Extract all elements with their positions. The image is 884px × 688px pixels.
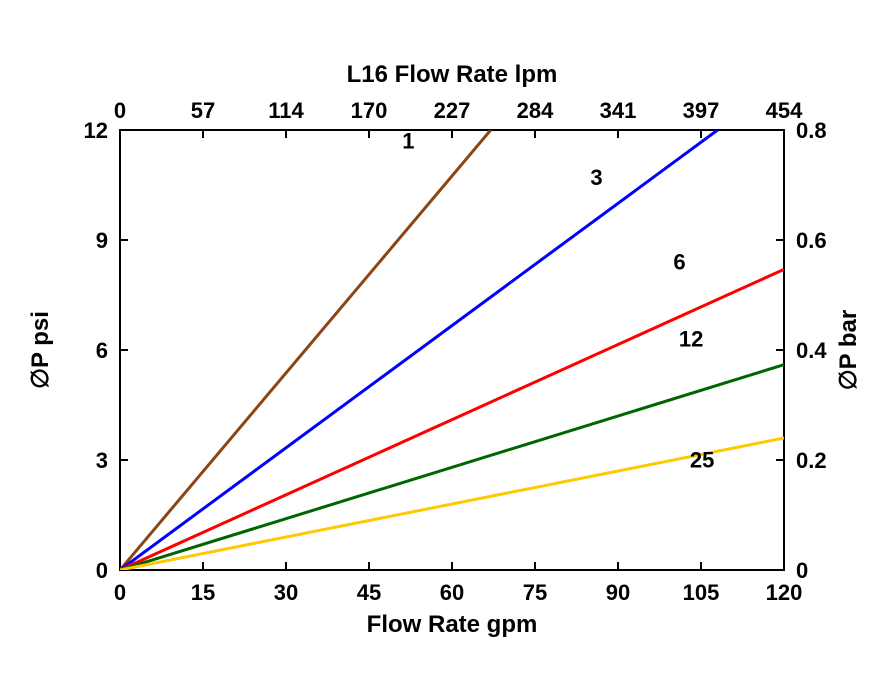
xtick-top-label: 227 — [434, 98, 471, 123]
series-label: 6 — [673, 249, 685, 274]
xtick-top-label: 341 — [600, 98, 637, 123]
xlabel-bottom: Flow Rate gpm — [367, 611, 538, 638]
xtick-top-label: 57 — [191, 98, 215, 123]
xtick-bottom-label: 75 — [523, 580, 547, 605]
series-line — [120, 130, 491, 570]
ytick-left-label: 9 — [96, 228, 108, 253]
chart-svg: 0153045607590105120057114170227284341397… — [0, 0, 884, 688]
pressure-flow-chart: 0153045607590105120057114170227284341397… — [0, 0, 884, 688]
series-line — [120, 269, 784, 570]
series-line — [120, 365, 784, 570]
title-top: L16 Flow Rate lpm — [347, 61, 558, 88]
ytick-right-label: 0.2 — [796, 448, 827, 473]
xtick-top-label: 0 — [114, 98, 126, 123]
xtick-bottom-label: 45 — [357, 580, 381, 605]
xtick-bottom-label: 30 — [274, 580, 298, 605]
ytick-right-label: 0.6 — [796, 228, 827, 253]
xtick-bottom-label: 120 — [766, 580, 803, 605]
ylabel-left: ∅P psi — [27, 311, 54, 389]
series-line — [120, 130, 718, 570]
xtick-bottom-label: 60 — [440, 580, 464, 605]
ytick-left-label: 3 — [96, 448, 108, 473]
ytick-right-label: 0.8 — [796, 118, 827, 143]
series-label: 1 — [402, 128, 414, 153]
xtick-top-label: 284 — [517, 98, 554, 123]
ytick-left-label: 6 — [96, 338, 108, 363]
xtick-top-label: 170 — [351, 98, 388, 123]
series-label: 3 — [590, 165, 602, 190]
ytick-left-label: 12 — [84, 118, 108, 143]
ytick-right-label: 0 — [796, 558, 808, 583]
series-label: 12 — [679, 326, 703, 351]
xtick-top-label: 114 — [268, 98, 304, 123]
ytick-right-label: 0.4 — [796, 338, 827, 363]
ytick-left-label: 0 — [96, 558, 108, 583]
xtick-bottom-label: 0 — [114, 580, 126, 605]
series-label: 25 — [690, 447, 714, 472]
xtick-top-label: 397 — [683, 98, 720, 123]
series-line — [120, 438, 784, 570]
xtick-bottom-label: 90 — [606, 580, 630, 605]
ylabel-right: ∅P bar — [835, 310, 862, 391]
xtick-bottom-label: 15 — [191, 580, 215, 605]
xtick-bottom-label: 105 — [683, 580, 720, 605]
